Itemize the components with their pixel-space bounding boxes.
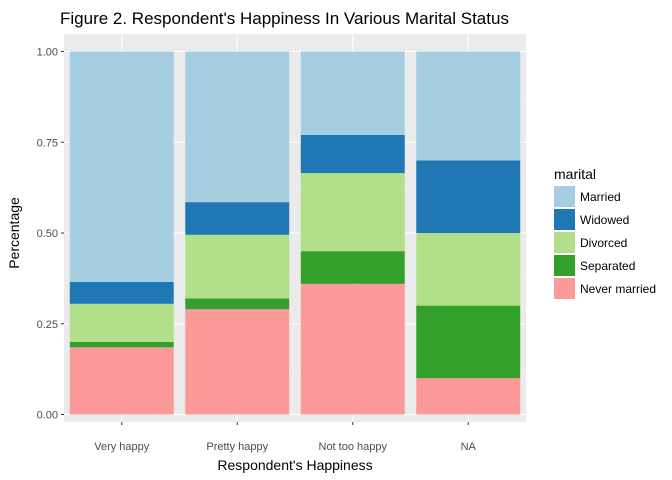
bar-segment-divorced bbox=[300, 173, 405, 252]
bar-segment-widowed bbox=[69, 282, 174, 304]
legend-key bbox=[554, 278, 575, 299]
x-tick-label: Not too happy bbox=[319, 441, 388, 453]
bar-segment-separated bbox=[416, 305, 521, 379]
legend-key bbox=[554, 232, 575, 253]
legend-key bbox=[554, 209, 575, 230]
x-axis-title: Respondent's Happiness bbox=[217, 457, 372, 473]
bar-segment-never-married bbox=[185, 309, 290, 415]
legend-label: Never married bbox=[580, 282, 656, 296]
x-tick-label: Pretty happy bbox=[206, 441, 268, 453]
bar-segment-married bbox=[300, 51, 405, 135]
y-tick-label: 0.25 bbox=[37, 319, 58, 331]
legend-key bbox=[554, 186, 575, 207]
y-tick-label: 1.00 bbox=[37, 47, 58, 59]
x-tick-label: NA bbox=[461, 441, 477, 453]
bar-segment-divorced bbox=[69, 303, 174, 342]
y-axis-title: Percentage bbox=[6, 197, 22, 269]
legend-key bbox=[554, 255, 575, 276]
x-axis-ticks: Very happy Pretty happy Not too happy NA bbox=[94, 422, 477, 453]
y-tick-label: 0.75 bbox=[37, 137, 58, 149]
bar-segment-married bbox=[69, 51, 174, 283]
y-tick-label: 0.50 bbox=[37, 228, 58, 240]
legend-label: Married bbox=[580, 190, 621, 204]
bar-segment-married bbox=[185, 51, 290, 203]
bar-segment-divorced bbox=[185, 234, 290, 299]
legend-label: Divorced bbox=[580, 236, 627, 250]
y-tick-label: 0.00 bbox=[37, 410, 58, 422]
bar-segment-divorced bbox=[416, 233, 521, 306]
y-axis-ticks: 0.00 0.25 0.50 0.75 1.00 bbox=[37, 47, 64, 422]
bars bbox=[69, 51, 521, 415]
legend: marital Married Widowed Divorced Separated N… bbox=[554, 166, 656, 299]
bar-segment-separated bbox=[69, 341, 174, 348]
bar-segment-never-married bbox=[300, 283, 405, 415]
bar-segment-separated bbox=[300, 251, 405, 284]
bar-segment-never-married bbox=[69, 347, 174, 415]
legend-title: marital bbox=[554, 166, 596, 182]
bar-segment-widowed bbox=[416, 160, 521, 233]
x-tick-label: Very happy bbox=[94, 441, 150, 453]
bar-segment-separated bbox=[185, 298, 290, 310]
bar-segment-widowed bbox=[185, 202, 290, 235]
legend-label: Widowed bbox=[580, 213, 629, 227]
legend-label: Separated bbox=[580, 259, 635, 273]
bar-segment-married bbox=[416, 51, 521, 161]
chart-title: Figure 2. Respondent's Happiness In Vari… bbox=[60, 9, 509, 28]
bar-segment-widowed bbox=[300, 134, 405, 174]
bar-segment-never-married bbox=[416, 378, 521, 415]
